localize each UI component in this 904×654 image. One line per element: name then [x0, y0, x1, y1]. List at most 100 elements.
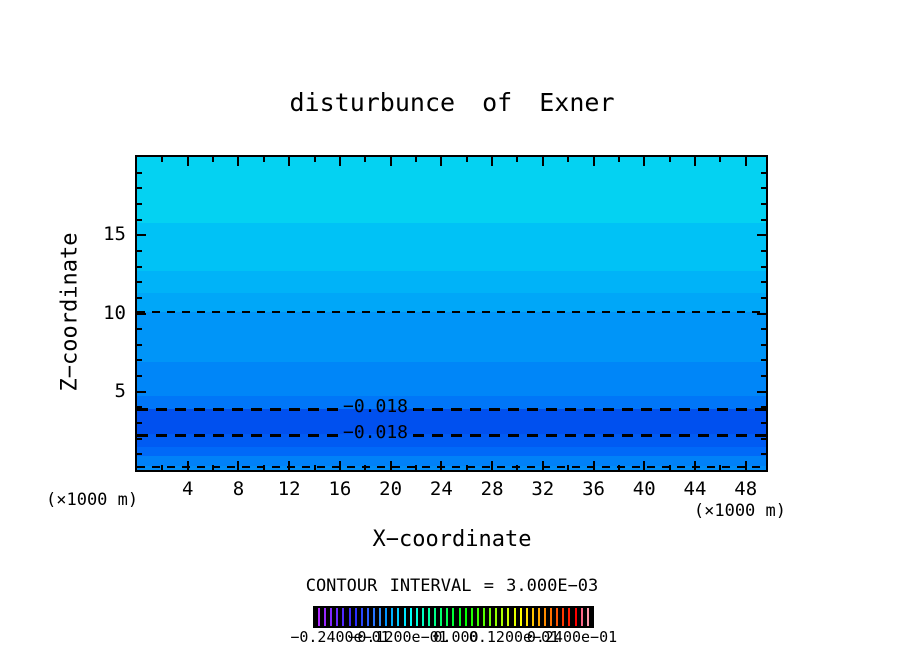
colorbar-stripe: [531, 608, 534, 626]
x-tick-label: 16: [328, 478, 352, 500]
colorbar-stripe: [372, 608, 375, 626]
colorbar-stripe: [446, 608, 449, 626]
colorbar-stripe: [476, 608, 479, 626]
x-axis-tick: [389, 157, 392, 166]
colorbar-stripe: [403, 608, 406, 626]
y-tick-label: 5: [114, 379, 126, 402]
plot-area: −0.018 −0.018: [135, 155, 768, 472]
x-tick-label: 48: [734, 478, 758, 500]
x-axis-tick: [693, 157, 696, 166]
fill-band: [137, 311, 766, 363]
colorbar-stripe: [324, 608, 327, 626]
x-axis-tick: [262, 157, 265, 162]
x-axis-tick: [414, 465, 417, 470]
fill-band: [137, 293, 766, 313]
colorbar-tick-label: 0.2400e−01: [526, 628, 618, 646]
colorbar-stripe: [586, 608, 589, 626]
x-axis-tick: [440, 157, 443, 166]
fill-band: [137, 466, 766, 470]
colorbar-stripe: [397, 608, 400, 626]
colorbar-stripe: [385, 608, 388, 626]
y-axis-tick: [137, 437, 142, 440]
colorbar-stripe: [574, 608, 577, 626]
y-axis-tick: [761, 453, 766, 456]
fill-band: [137, 434, 766, 448]
x-axis-tick: [364, 465, 367, 470]
x-axis-tick: [389, 461, 392, 470]
x-axis-tick: [338, 157, 341, 166]
y-axis-tick: [761, 265, 766, 268]
colorbar-stripe: [556, 608, 559, 626]
x-tick-label: 4: [181, 478, 194, 500]
colorbar-stripe: [580, 608, 583, 626]
x-tick-label: 28: [480, 478, 504, 500]
x-axis-tick: [541, 157, 544, 166]
x-axis-tick: [491, 157, 494, 166]
colorbar-stripe: [336, 608, 339, 626]
y-axis-tick: [757, 312, 766, 315]
x-axis-tick: [237, 461, 240, 470]
x-axis-tick: [516, 157, 519, 162]
y-axis-tick: [757, 234, 766, 237]
x-tick-label: 32: [531, 478, 555, 500]
y-axis-tick: [761, 296, 766, 299]
colorbar-stripe: [427, 608, 430, 626]
y-axis-tick: [137, 265, 142, 268]
y-axis-tick: [137, 343, 142, 346]
y-axis-tick: [137, 187, 142, 190]
colorbar-stripe: [318, 608, 320, 626]
colorbar-stripe: [482, 608, 485, 626]
x-axis-tick: [288, 157, 291, 166]
chart-title: disturbunce of Exner: [289, 88, 615, 117]
colorbar-stripe: [360, 608, 363, 626]
x-axis-tick: [414, 157, 417, 162]
x-axis-tick: [161, 157, 164, 162]
x-tick-label: 40: [632, 478, 656, 500]
y-axis-tick: [761, 249, 766, 252]
colorbar-stripe: [366, 608, 369, 626]
y-axis-title: Z−coordinate: [57, 232, 83, 392]
y-axis-tick: [761, 187, 766, 190]
x-axis-tick: [237, 157, 240, 166]
y-axis-tick: [761, 437, 766, 440]
colorbar-stripe: [519, 608, 522, 626]
colorbar-stripe: [458, 608, 461, 626]
contour-label: −0.018: [343, 396, 409, 418]
colorbar-stripe: [452, 608, 455, 626]
x-axis-tick: [617, 157, 620, 162]
y-axis-tick: [761, 359, 766, 362]
colorbar-stripe: [354, 608, 357, 626]
x-axis-tick: [212, 157, 215, 162]
x-axis-tick: [516, 465, 519, 470]
x-axis-tick: [693, 461, 696, 470]
x-tick-label: 12: [277, 478, 301, 500]
colorbar-stripe: [513, 608, 516, 626]
contour-interval-caption: CONTOUR INTERVAL = 3.000E−03: [305, 576, 599, 596]
x-axis-tick: [719, 157, 722, 162]
y-axis-tick: [137, 312, 146, 315]
x-axis-tick: [719, 465, 722, 470]
y-axis-tick: [761, 218, 766, 221]
x-axis-tick: [440, 461, 443, 470]
colorbar-stripe: [562, 608, 565, 626]
y-axis-tick: [761, 422, 766, 425]
colorbar-stripe: [379, 608, 382, 626]
x-axis-tick: [186, 461, 189, 470]
fill-band: [137, 157, 766, 224]
fill-band: [137, 455, 766, 467]
x-axis-tick: [744, 461, 747, 470]
colorbar-stripe: [409, 608, 412, 626]
x-axis-tick: [186, 157, 189, 166]
fill-band: [137, 396, 766, 410]
colorbar-tick-label: −0.1200e−01: [348, 628, 448, 646]
y-axis-tick: [137, 281, 142, 284]
x-axis-tick: [288, 461, 291, 470]
fill-band: [137, 362, 766, 398]
y-axis-tick: [761, 328, 766, 331]
fill-band: [137, 271, 766, 294]
dashed-contour-line: [413, 408, 766, 412]
x-axis-unit-label: (×1000 m): [693, 501, 786, 521]
x-axis-tick: [262, 465, 265, 470]
x-tick-label: 36: [582, 478, 605, 500]
x-axis-tick: [541, 461, 544, 470]
